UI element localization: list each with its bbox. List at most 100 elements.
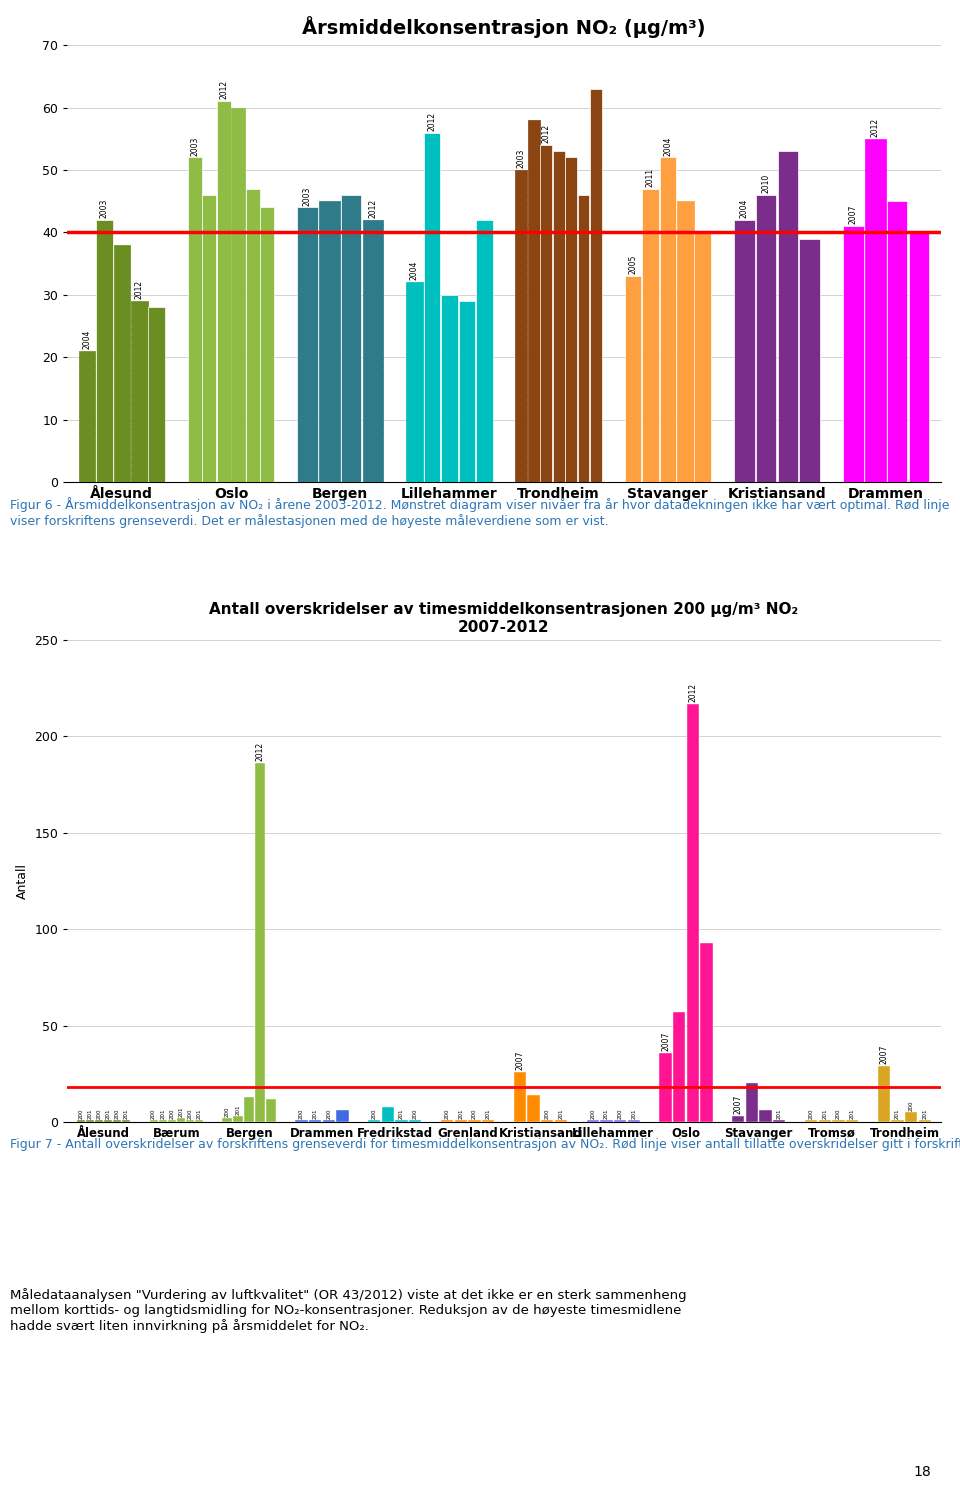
Text: 2012: 2012 [541,123,551,143]
Title: Antall overskridelser av timesmiddelkonsentrasjonen 200 μg/m³ NO₂
2007-2012: Antall overskridelser av timesmiddelkons… [209,602,799,634]
Bar [231,107,245,482]
Text: 201: 201 [486,1108,491,1119]
Bar [363,220,383,482]
Bar [527,1095,540,1122]
Text: 200: 200 [151,1108,156,1119]
Bar [96,220,112,482]
Text: 200: 200 [79,1108,84,1119]
Bar [746,1083,758,1122]
Text: 201: 201 [458,1108,464,1119]
Bar [759,1110,772,1122]
Text: 2007: 2007 [516,1051,524,1069]
Bar [186,1120,194,1122]
Text: 2005: 2005 [629,255,637,274]
Text: 200: 200 [413,1108,418,1119]
Text: 2004: 2004 [410,261,419,280]
Bar [578,194,589,482]
Bar [613,1120,626,1122]
Bar [628,1120,639,1122]
Text: 201: 201 [179,1107,183,1117]
Text: 201: 201 [197,1108,202,1119]
Bar [150,1120,157,1122]
Bar [819,1120,831,1122]
Text: 200: 200 [326,1108,331,1119]
Title: Årsmiddelkonsentrasjon NO₂ (μg/m³): Årsmiddelkonsentrasjon NO₂ (μg/m³) [302,17,706,38]
Bar [468,1120,481,1122]
Bar [158,1120,167,1122]
Bar [642,188,659,482]
Bar [865,139,886,482]
Bar [79,351,95,482]
Bar [773,1120,785,1122]
Text: 201: 201 [850,1108,854,1119]
Bar [778,151,799,482]
Bar [369,1120,380,1122]
Text: 2012: 2012 [871,117,879,137]
Text: 2012: 2012 [134,280,144,300]
Text: 2004: 2004 [83,330,91,349]
Bar [565,158,577,482]
Bar [756,194,777,482]
Bar [341,194,362,482]
Bar [122,1120,131,1122]
Bar [77,1120,84,1122]
Text: 201: 201 [313,1108,318,1119]
Bar [553,151,564,482]
Text: 201: 201 [160,1108,165,1119]
Text: 200: 200 [617,1108,622,1119]
Bar [266,1099,276,1122]
Bar [233,1116,243,1122]
Bar [95,1120,103,1122]
Bar [459,301,475,482]
Text: Måledataanalysen "Vurdering av luftkvalitet" (OR 43/2012) viste at det ikke er e: Måledataanalysen "Vurdering av luftkvali… [10,1288,686,1333]
Text: 2007: 2007 [849,205,858,224]
Bar [701,943,712,1122]
Text: 201: 201 [87,1108,92,1119]
Bar [846,1120,858,1122]
Bar [660,158,676,482]
Y-axis label: Antall: Antall [15,863,29,899]
Text: 2004: 2004 [740,199,749,218]
Text: 200: 200 [590,1108,595,1119]
Bar [406,282,422,482]
Bar [85,1120,94,1122]
Bar [217,101,230,482]
Bar [694,232,711,482]
Bar [319,202,340,482]
Bar [441,1120,453,1122]
Text: 200: 200 [225,1107,229,1117]
Text: 200: 200 [808,1108,814,1119]
Text: 2003: 2003 [303,187,312,205]
Text: 201: 201 [106,1108,110,1119]
Bar [409,1120,421,1122]
Bar [323,1120,335,1122]
Bar [892,1120,903,1122]
Text: 200: 200 [187,1108,193,1119]
Bar [660,1053,672,1122]
Bar [800,238,820,482]
Text: 201: 201 [777,1108,781,1119]
Bar [104,1120,112,1122]
Text: 2012: 2012 [688,682,697,702]
Bar [223,1117,232,1122]
Text: 200: 200 [372,1108,377,1119]
Bar [309,1120,322,1122]
Bar [255,764,265,1122]
Bar [587,1120,599,1122]
Bar [732,1116,744,1122]
Bar [441,295,458,482]
Text: 200: 200 [97,1108,102,1119]
Bar [113,245,131,482]
Bar [625,276,641,482]
Text: 2012: 2012 [255,742,265,762]
Bar [905,1113,918,1122]
Text: 2004: 2004 [663,136,672,155]
Bar [541,1120,553,1122]
Bar [423,133,441,482]
Text: 2011: 2011 [646,167,655,187]
Bar [686,703,699,1122]
Bar [482,1120,494,1122]
Bar [260,208,275,482]
Text: 2012: 2012 [427,111,437,131]
Bar [246,188,260,482]
